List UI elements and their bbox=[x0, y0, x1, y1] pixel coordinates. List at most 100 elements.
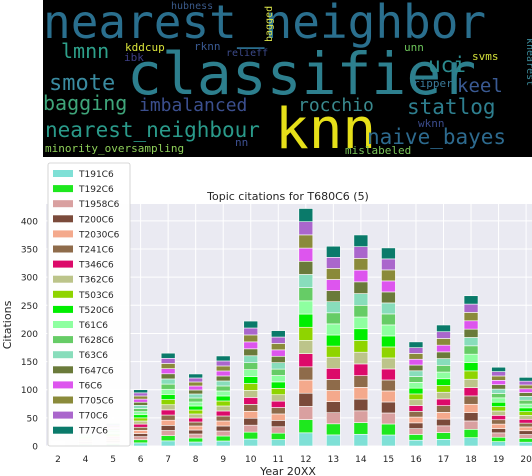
bar-segment bbox=[491, 415, 506, 421]
bar-segment bbox=[381, 269, 396, 282]
bar-segment bbox=[463, 412, 479, 422]
bar-segment bbox=[160, 357, 176, 364]
wc-word-nn: nn bbox=[235, 136, 248, 149]
wc-word-mislabeled: mislabeled bbox=[345, 144, 411, 157]
bar-segment bbox=[463, 395, 479, 405]
bar-segment bbox=[436, 398, 451, 406]
wc-word-lmnn: lmnn bbox=[61, 39, 109, 63]
wc-word-hubness: hubness bbox=[171, 1, 213, 12]
bar-segment bbox=[326, 257, 341, 269]
bar-segment bbox=[270, 439, 286, 447]
bar-segment bbox=[381, 423, 396, 436]
bar-segment bbox=[270, 343, 286, 351]
bar-segment bbox=[491, 436, 506, 442]
legend-label: T705C6 bbox=[78, 397, 114, 407]
bar-segment bbox=[353, 258, 369, 271]
y-tick-label: 150 bbox=[21, 358, 38, 368]
legend-label: T241C6 bbox=[78, 246, 114, 256]
legend-swatch bbox=[53, 426, 73, 434]
bar-segment bbox=[381, 302, 396, 315]
bar-segment bbox=[436, 432, 451, 440]
bar-segment bbox=[381, 335, 396, 348]
wc-word-statlog: statlog bbox=[407, 95, 496, 119]
bar-segment bbox=[518, 441, 532, 447]
y-axis-label: Citations bbox=[1, 300, 14, 349]
wc-word-rknn: rknn bbox=[194, 40, 221, 53]
bar-segment bbox=[298, 379, 314, 394]
bar-segment bbox=[491, 441, 506, 447]
legend-label: T61C6 bbox=[78, 321, 108, 331]
bar-segment bbox=[381, 313, 396, 326]
bar-segment bbox=[326, 368, 341, 380]
bar-segment bbox=[298, 340, 314, 354]
bar-segment bbox=[243, 362, 259, 370]
bar-segment bbox=[463, 370, 479, 380]
bar-segment bbox=[463, 312, 479, 322]
wc-word-unn: unn bbox=[404, 41, 424, 54]
bar-segment bbox=[243, 431, 259, 440]
bar-segment bbox=[133, 439, 148, 444]
bar-segment bbox=[463, 378, 479, 388]
bar-segment bbox=[491, 410, 506, 416]
bar-segment bbox=[298, 432, 314, 447]
legend-swatch bbox=[53, 351, 73, 359]
bar-segment bbox=[518, 415, 532, 420]
bar-segment bbox=[133, 436, 148, 441]
wc-word-svms: svms bbox=[472, 50, 499, 63]
bar-segment bbox=[188, 401, 203, 407]
x-axis-label: Year 20XX bbox=[259, 465, 316, 476]
bar-segment bbox=[381, 412, 396, 425]
legend-label: T362C6 bbox=[78, 276, 114, 286]
bar-segment bbox=[243, 369, 259, 377]
bar-segment bbox=[381, 357, 396, 370]
wc-word-ibk: ibk bbox=[124, 51, 144, 64]
legend-label: T192C6 bbox=[78, 185, 114, 195]
bar-segment bbox=[188, 441, 203, 447]
bar-segment bbox=[408, 364, 424, 372]
x-tick-label: 8 bbox=[193, 455, 199, 465]
wc-word-relieff: relieff bbox=[226, 48, 268, 59]
bar-segment bbox=[270, 426, 286, 434]
x-tick-label: 9 bbox=[220, 455, 226, 465]
legend-swatch bbox=[53, 411, 73, 419]
y-tick-label: 100 bbox=[21, 386, 38, 396]
bar-segment bbox=[518, 388, 532, 393]
bar-segment bbox=[133, 401, 148, 406]
bar-segment bbox=[518, 384, 532, 390]
bar-segment bbox=[160, 399, 176, 406]
bar-segment bbox=[408, 382, 424, 389]
bar-segment bbox=[436, 391, 451, 400]
wc-word-imbalanced: imbalanced bbox=[139, 95, 247, 116]
bar-segment bbox=[353, 351, 369, 365]
bar-segment bbox=[381, 280, 396, 293]
bar-segment bbox=[463, 437, 479, 447]
x-tick-label: 6 bbox=[138, 455, 144, 465]
bar-segment bbox=[133, 408, 148, 412]
bar-segment bbox=[353, 363, 369, 376]
bar-segment bbox=[215, 430, 231, 437]
bar-segment bbox=[215, 405, 231, 412]
bar-segment bbox=[326, 279, 341, 291]
bar-segment bbox=[381, 401, 396, 414]
bar-segment bbox=[408, 410, 424, 418]
bar-segment bbox=[243, 424, 259, 433]
bar-segment bbox=[326, 379, 341, 391]
bar-segment bbox=[463, 403, 479, 413]
bar-segment bbox=[518, 403, 532, 409]
bar-segment bbox=[133, 417, 148, 422]
legend-swatch bbox=[53, 321, 73, 328]
bar-segment bbox=[381, 368, 396, 381]
bar-segment bbox=[408, 439, 424, 447]
bar-segment bbox=[381, 346, 396, 359]
bar-segment bbox=[298, 392, 314, 407]
bar-segment bbox=[353, 293, 369, 306]
bar-segment bbox=[133, 426, 148, 431]
bar-segment bbox=[215, 425, 231, 432]
bar-segment bbox=[436, 438, 451, 447]
legend-swatch bbox=[53, 305, 73, 313]
bar-segment bbox=[270, 368, 286, 376]
bar-segment bbox=[298, 287, 314, 302]
bar-segment bbox=[408, 387, 424, 395]
x-tick-label: 12 bbox=[300, 455, 311, 465]
bar-segment bbox=[133, 414, 148, 419]
